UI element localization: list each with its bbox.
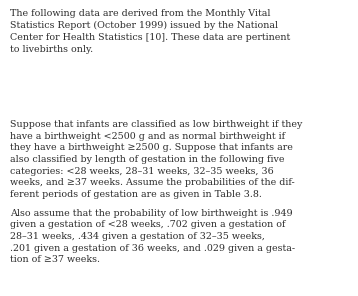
Text: Suppose that infants are classified as low birthweight if they
have a birthweigh: Suppose that infants are classified as l…	[10, 120, 303, 199]
Text: Also assume that the probability of low birthweight is .949
given a gestation of: Also assume that the probability of low …	[10, 209, 295, 264]
Text: The following data are derived from the Monthly Vital
Statistics Report (October: The following data are derived from the …	[10, 9, 290, 54]
